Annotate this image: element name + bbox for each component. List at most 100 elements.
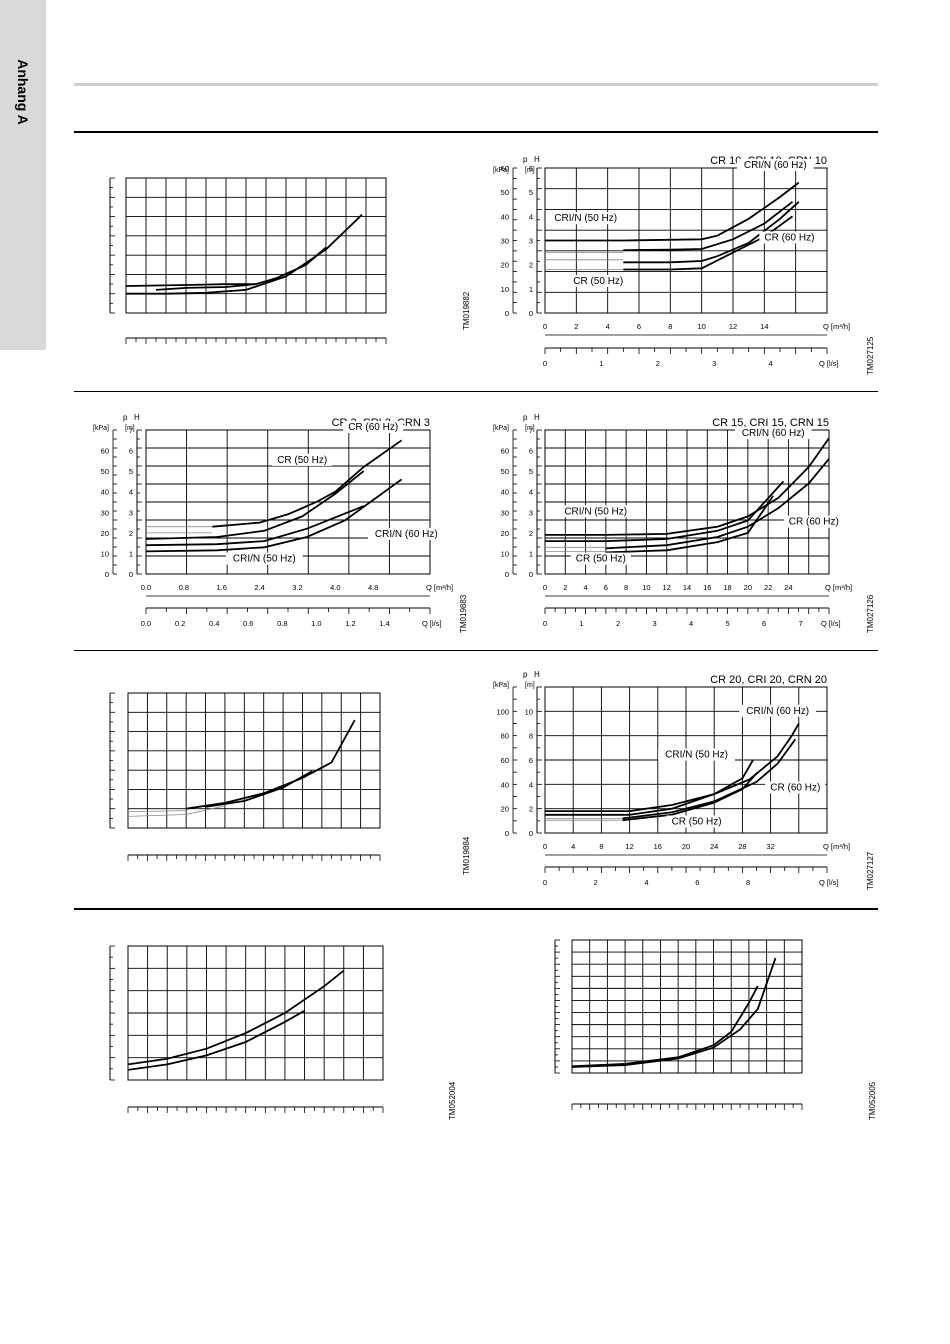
h-axis-label: H: [534, 155, 540, 164]
side-tab: Anhang A: [0, 0, 46, 350]
h-axis-unit: [m]: [125, 425, 135, 432]
flow-axis-unit: Q [l/s]: [819, 878, 839, 887]
curve-label: CR (50 Hz): [277, 455, 327, 466]
curve-label: CR (60 Hz): [770, 782, 820, 793]
h-tick-label: 7: [529, 426, 533, 435]
section-divider: [74, 131, 878, 133]
pump-curve: [545, 723, 800, 812]
plot-frame: [125, 177, 387, 314]
h-tick-label: 7: [129, 426, 133, 435]
chart-title: CR 15, CRI 15, CRN 15: [712, 417, 829, 429]
q-tick-label: 12: [729, 322, 737, 331]
q-tick-label: 14: [760, 322, 768, 331]
pump-curve: [605, 458, 830, 550]
p-tick-label: 20: [501, 529, 509, 538]
p-axis-unit: [kPa]: [93, 425, 109, 432]
q-tick-label: 0: [543, 583, 547, 592]
section-divider: [74, 391, 878, 392]
h-tick-label: 2: [529, 805, 533, 814]
q-tick-label: 10: [697, 322, 705, 331]
pump-curve: [126, 213, 363, 295]
p-tick-label: 20: [501, 261, 509, 270]
q-tick-label: 4: [606, 322, 610, 331]
flow-tick-label: 0.0: [141, 619, 151, 628]
q-tick-label: 24: [784, 583, 792, 592]
curve-label: CRI/N (50 Hz): [564, 506, 627, 517]
curve-label-bg: [783, 515, 844, 528]
tm-code: TM027125: [866, 336, 875, 375]
q-tick-label: 20: [682, 842, 690, 851]
q-tick-label: 22: [764, 583, 772, 592]
h-axis-unit: [m]: [525, 167, 535, 174]
pump-curve: [145, 505, 365, 547]
pump-curve: [205, 770, 313, 808]
tm-code: TM019884: [462, 836, 471, 875]
flow-tick-label: 3: [712, 359, 716, 368]
header-rule: [74, 83, 878, 86]
h-tick-label: 10: [525, 707, 533, 716]
flow-tick-label: 2: [594, 878, 598, 887]
p-tick-label: 100: [496, 707, 509, 716]
curve-label-bg: [765, 781, 826, 794]
flow-tick-label: 2: [656, 359, 660, 368]
flow-tick-label: 0.8: [277, 619, 287, 628]
pump-curve: [127, 810, 187, 812]
h-tick-label: 1: [529, 285, 533, 294]
tm-code: TM027126: [866, 594, 875, 633]
p-axis-label: p: [523, 155, 528, 164]
flow-tick-label: 8: [746, 878, 750, 887]
curve-label-bg: [734, 427, 812, 440]
h-axis-label: H: [534, 413, 540, 422]
q-tick-label: 6: [604, 583, 608, 592]
curve-label-bg: [343, 421, 404, 433]
pump-curve: [545, 759, 754, 816]
flow-tick-label: 1: [599, 359, 603, 368]
pump-curve-chart-cr3: CR 3, CRI 3, CRN 3pH[kPa][m]012345670102…: [93, 413, 468, 633]
h-tick-label: 1: [529, 549, 533, 558]
p-tick-label: 50: [501, 188, 509, 197]
h-tick-label: 4: [529, 488, 533, 497]
p-tick-label: 20: [101, 529, 109, 538]
p-tick-label: 10: [101, 549, 109, 558]
curve-label: CR (50 Hz): [573, 276, 623, 287]
pump-curve-chart-cr20: CR 20, CRI 20, CRN 20p H[kPa] [m]024681002…: [493, 670, 875, 890]
pump-curve: [545, 437, 830, 536]
p-tick-label: 0: [505, 309, 509, 318]
flow-tick-label: 0: [543, 359, 547, 368]
pump-curve: [212, 439, 403, 528]
curve-label: CR (60 Hz): [764, 233, 814, 244]
h-tick-label: 8: [529, 732, 533, 741]
q-axis-unit: Q [m³/h]: [823, 322, 850, 331]
pump-curve: [127, 805, 225, 817]
curve-label-bg: [547, 212, 625, 225]
p-tick-label: 40: [501, 488, 509, 497]
flow-tick-label: 2: [616, 619, 620, 628]
q-tick-label: 4: [571, 842, 575, 851]
q-tick-label: 0: [543, 322, 547, 331]
pump-curve-chart: TM019884: [109, 692, 471, 875]
flow-axis-unit: Q [l/s]: [819, 359, 839, 368]
h-axis-unit: [m]: [525, 682, 535, 689]
h-tick-label: 5: [529, 467, 533, 476]
flow-tick-label: 4: [644, 878, 648, 887]
pump-curve: [127, 969, 345, 1066]
q-tick-label: 3.2: [292, 583, 302, 592]
flow-axis-unit: Q [l/s]: [422, 619, 442, 628]
h-tick-label: 2: [529, 529, 533, 538]
pump-curve: [622, 772, 758, 822]
tm-code: TM052005: [868, 1081, 877, 1120]
q-tick-label: 0.8: [179, 583, 189, 592]
q-tick-label: 18: [723, 583, 731, 592]
curve-label: CR (60 Hz): [348, 422, 398, 433]
p-tick-label: 80: [501, 732, 509, 741]
h-tick-label: 5: [129, 467, 133, 476]
q-tick-label: 20: [744, 583, 752, 592]
q-tick-label: 2: [574, 322, 578, 331]
flow-tick-label: 5: [725, 619, 729, 628]
q-tick-label: 24: [710, 842, 718, 851]
curve-label: CRI/N (50 Hz): [554, 213, 617, 224]
tm-code: TM019882: [462, 291, 471, 330]
pump-curve: [545, 480, 785, 542]
curve-label: CRI/N (50 Hz): [233, 554, 296, 565]
q-tick-label: 32: [766, 842, 774, 851]
